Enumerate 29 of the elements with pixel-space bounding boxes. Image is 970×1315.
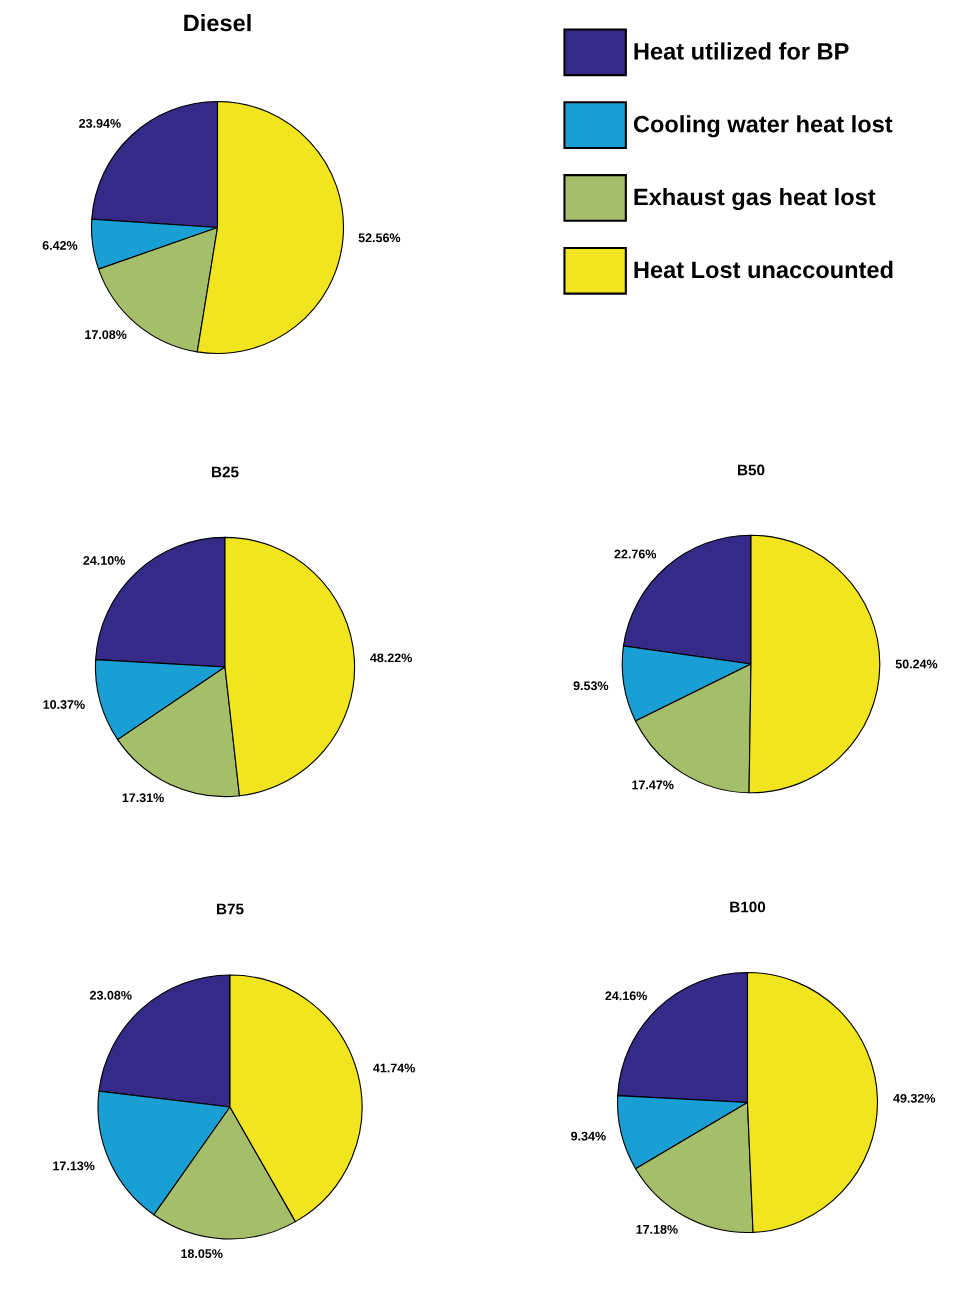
chart-title: Diesel bbox=[184, 14, 251, 32]
data-label: 9.53% bbox=[573, 681, 609, 691]
chart-title: B75 bbox=[217, 903, 244, 915]
data-label: 10.37% bbox=[43, 700, 85, 709]
chart-title: B100 bbox=[730, 901, 766, 913]
data-label: 17.18% bbox=[636, 1224, 678, 1234]
data-label: 6.42% bbox=[42, 241, 78, 250]
data-label: 24.16% bbox=[605, 991, 647, 1001]
legend-label: Heat Lost unaccounted bbox=[634, 260, 893, 279]
data-label: 23.94% bbox=[79, 118, 121, 128]
data-label: 48.22% bbox=[370, 653, 412, 663]
chart-title: B25 bbox=[212, 466, 239, 478]
data-label: 9.34% bbox=[571, 1131, 606, 1141]
legend-label: Exhaust gas heat lost bbox=[634, 188, 876, 211]
chart-title: B50 bbox=[738, 464, 765, 476]
data-label: 22.76% bbox=[614, 549, 657, 559]
data-label: 41.74% bbox=[373, 1063, 415, 1073]
data-label: 24.10% bbox=[83, 556, 125, 565]
data-label: 17.31% bbox=[122, 793, 164, 803]
data-label: 18.05% bbox=[181, 1249, 223, 1259]
data-label: 50.24% bbox=[895, 659, 938, 669]
data-label: 17.08% bbox=[85, 330, 127, 340]
legend-label: Cooling water heat lost bbox=[633, 115, 893, 138]
data-label: 17.13% bbox=[53, 1161, 95, 1171]
data-label: 49.32% bbox=[893, 1093, 936, 1103]
data-label: 52.56% bbox=[358, 233, 401, 243]
data-label: 23.08% bbox=[89, 990, 132, 1000]
legend-label: Heat utilized for BP bbox=[634, 42, 849, 60]
data-label: 17.47% bbox=[632, 780, 674, 790]
